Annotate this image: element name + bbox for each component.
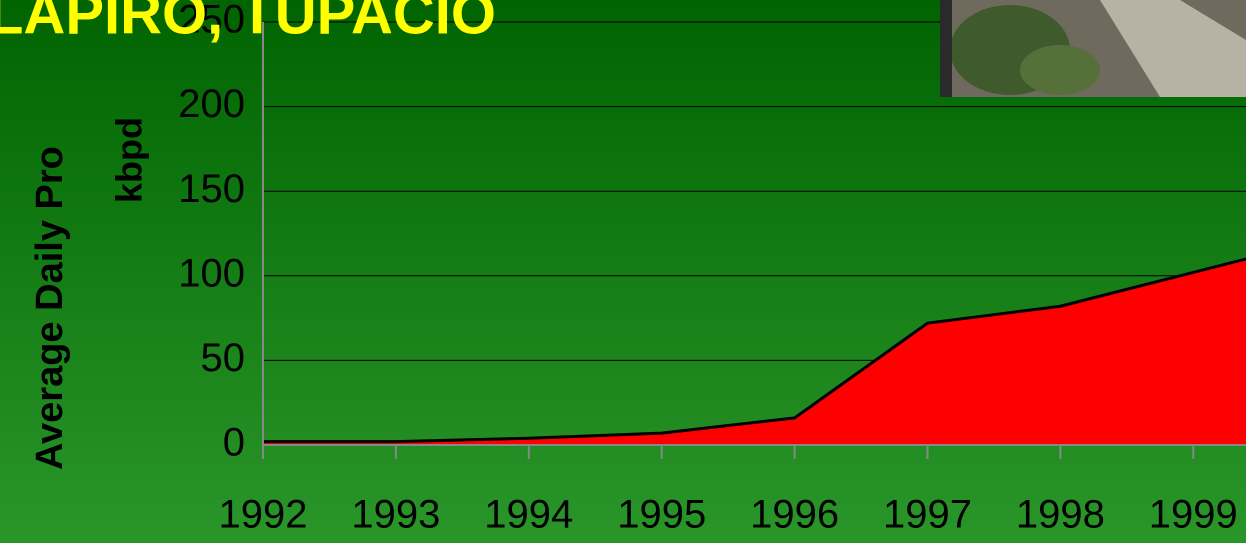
y-tick-label: 150 xyxy=(178,167,245,211)
x-tick-label: 1997 xyxy=(883,493,972,537)
x-tick-label: 1996 xyxy=(750,493,839,537)
x-tick-label: 1999 xyxy=(1149,493,1238,537)
y-axis-label: Average Daily Pro xyxy=(29,146,71,470)
x-tick-label: 1993 xyxy=(351,493,440,537)
x-tick-label: 1998 xyxy=(1016,493,1105,537)
y-tick-label: 200 xyxy=(178,82,245,126)
page: 0501001502002501992199319941995199619971… xyxy=(0,0,1246,543)
x-tick-label: 1995 xyxy=(617,493,706,537)
photo xyxy=(940,0,1246,97)
y-tick-label: 50 xyxy=(201,336,246,380)
y-tick-label: 100 xyxy=(178,251,245,295)
x-tick-label: 1992 xyxy=(219,493,308,537)
y-axis-label: kbpd xyxy=(109,117,150,203)
x-tick-label: 1994 xyxy=(484,493,573,537)
chart-title: LAPIRO, TUPACIO xyxy=(0,0,496,46)
chart: 0501001502002501992199319941995199619971… xyxy=(0,0,1246,543)
y-tick-label: 0 xyxy=(223,421,245,465)
